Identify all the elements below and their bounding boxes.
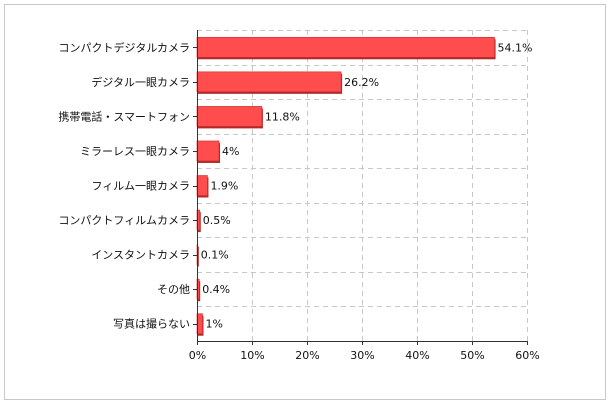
bar	[196, 71, 342, 93]
category-label: ミラーレス一眼カメラ	[80, 145, 190, 158]
value-label: 1%	[206, 318, 223, 331]
value-label: 1.9%	[210, 180, 238, 193]
bar-shadow	[198, 246, 199, 267]
value-label: 0.5%	[203, 214, 231, 227]
bar	[196, 106, 263, 127]
value-label: 54.1%	[498, 41, 533, 54]
category-label: デジタル一眼カメラ	[91, 75, 190, 89]
x-tick-label: 40%	[405, 349, 429, 362]
x-tick-label: 0%	[189, 349, 206, 362]
x-tick-label: 60%	[515, 349, 539, 362]
x-tick-label: 20%	[295, 349, 319, 362]
category-label: 写真は撮らない	[113, 317, 190, 331]
chart-frame	[4, 4, 606, 400]
bar	[196, 175, 208, 196]
x-tick-label: 10%	[240, 349, 264, 362]
value-label: 11.8%	[265, 110, 300, 123]
category-label: 携帯電話・スマートフォン	[58, 109, 190, 123]
category-label: コンパクトフィルムカメラ	[58, 214, 190, 227]
axes	[193, 30, 528, 345]
category-label: フィルム一眼カメラ	[91, 180, 190, 193]
labels: コンパクトデジタルカメラ 54.1% デジタル一眼カメラ 26.2% 携帯電話・スマート…	[58, 40, 539, 362]
category-label: コンパクトデジタルカメラ	[59, 40, 190, 54]
value-label: 0.1%	[201, 249, 229, 262]
x-tick-label: 30%	[350, 349, 374, 362]
value-label: 4%	[222, 145, 239, 158]
value-label: 0.4%	[202, 283, 230, 296]
bar	[196, 140, 220, 162]
category-label: インスタントカメラ	[91, 249, 190, 262]
x-tick-label: 50%	[460, 349, 484, 362]
bar	[196, 36, 495, 58]
category-label: その他	[157, 283, 190, 296]
value-label: 26.2%	[344, 76, 379, 89]
bars	[196, 36, 496, 336]
grid-lines	[197, 30, 528, 341]
